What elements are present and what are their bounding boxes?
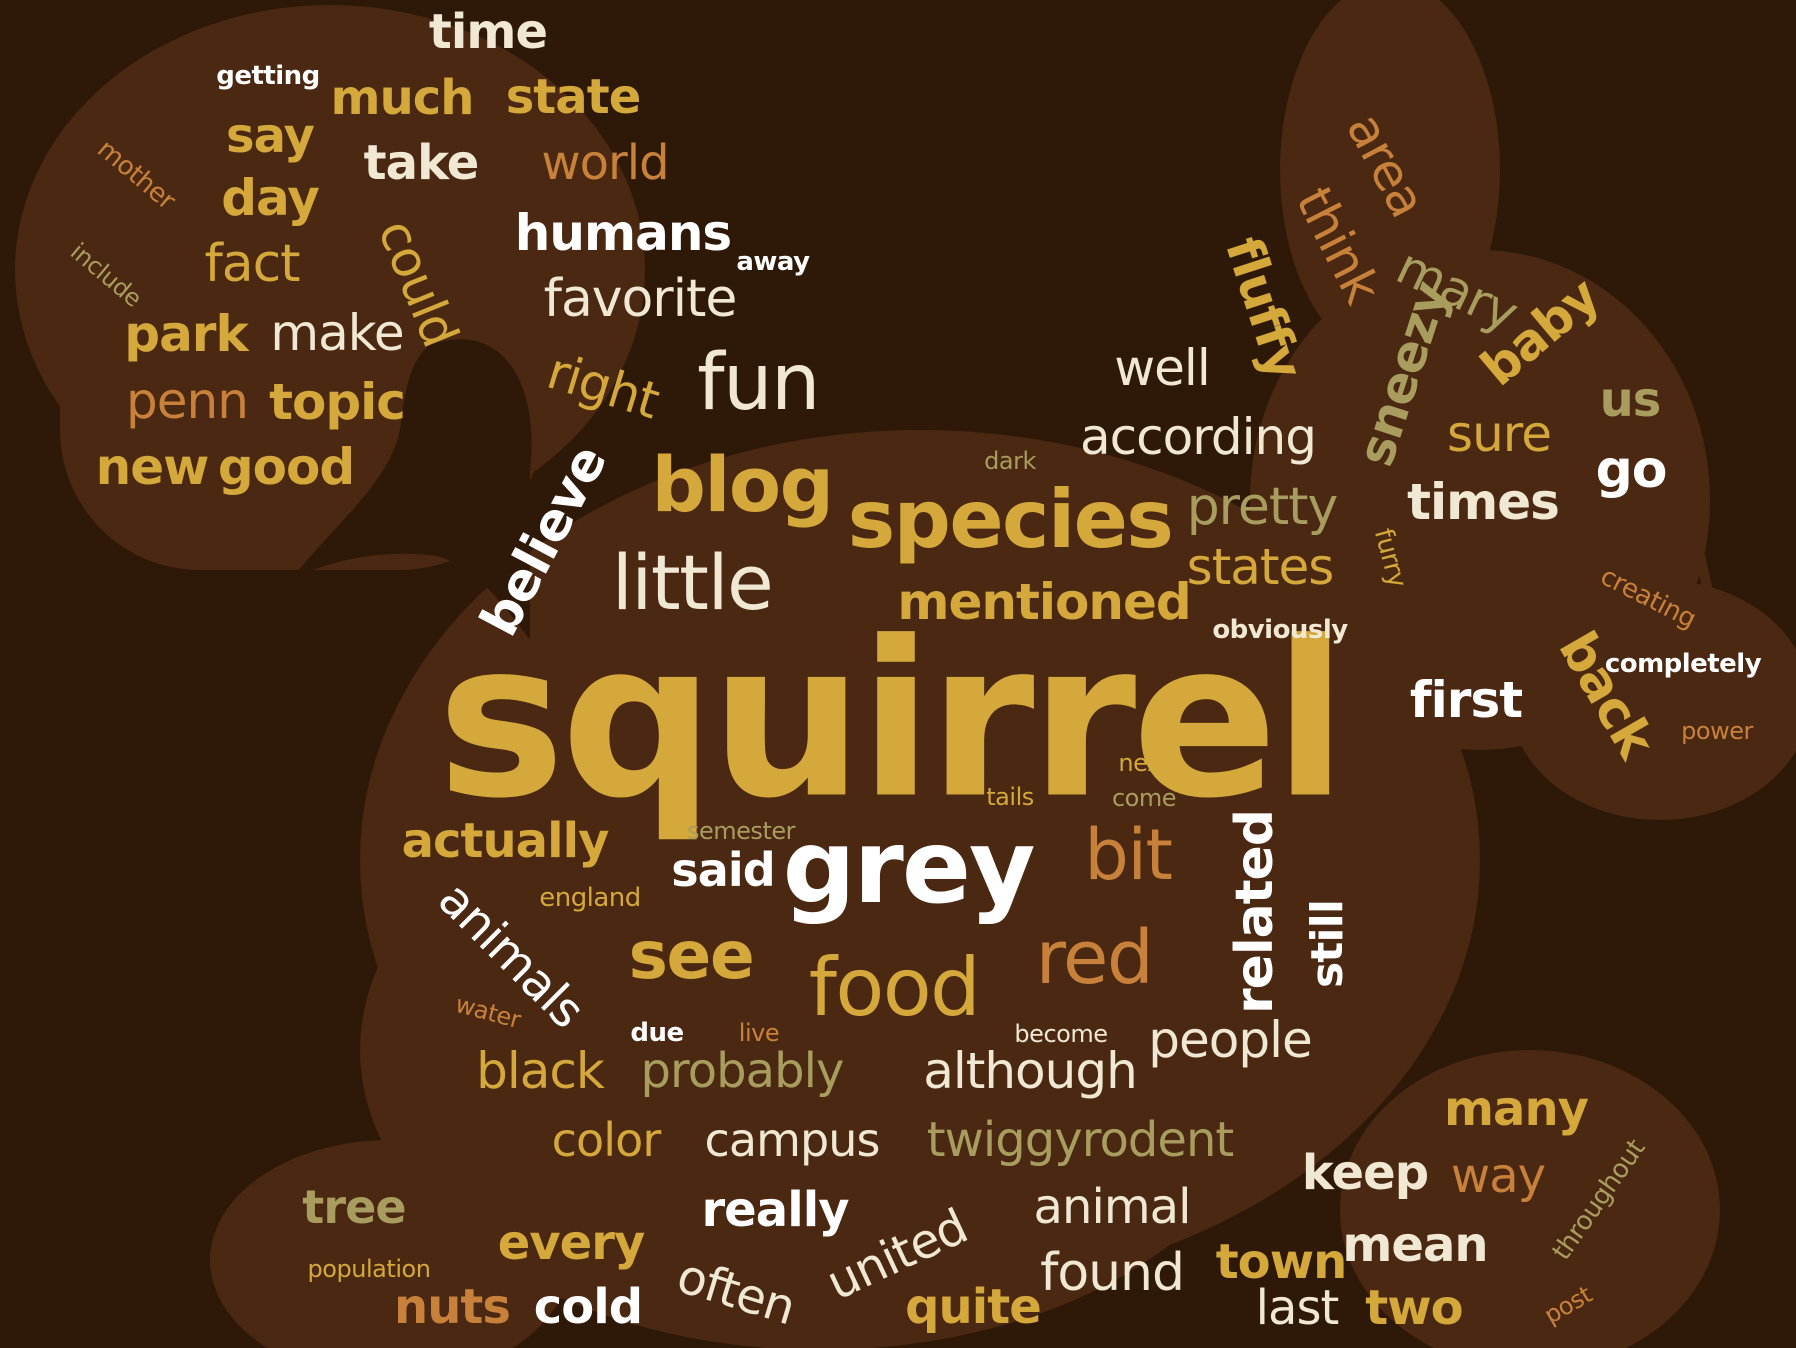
word-campus: campus bbox=[704, 1113, 880, 1167]
word-said: said bbox=[671, 843, 775, 897]
word-bit: bit bbox=[1084, 814, 1173, 896]
word-many: many bbox=[1443, 1081, 1589, 1137]
word-state: state bbox=[505, 69, 642, 125]
word-probably: probably bbox=[640, 1043, 845, 1099]
word-little: little bbox=[611, 538, 774, 627]
word-red: red bbox=[1035, 915, 1154, 1001]
word-cold: cold bbox=[533, 1279, 643, 1335]
word-black: black bbox=[476, 1042, 605, 1100]
word-day: day bbox=[221, 169, 320, 227]
word-due: due bbox=[630, 1018, 684, 1048]
word-related: related bbox=[1225, 810, 1285, 1014]
word-still: still bbox=[1302, 899, 1353, 989]
word-last: last bbox=[1255, 1280, 1340, 1336]
word-tails: tails bbox=[986, 783, 1034, 811]
word-mentioned: mentioned bbox=[897, 573, 1191, 631]
word-make: make bbox=[270, 304, 404, 362]
word-come: come bbox=[1111, 784, 1177, 812]
word-obviously: obviously bbox=[1212, 615, 1348, 645]
word-keep: keep bbox=[1301, 1145, 1429, 1201]
word-mean: mean bbox=[1342, 1217, 1488, 1273]
word-away: away bbox=[736, 247, 810, 277]
word-town: town bbox=[1215, 1234, 1348, 1290]
word-see: see bbox=[628, 917, 755, 994]
word-population: population bbox=[307, 1255, 431, 1283]
word-completely: completely bbox=[1604, 649, 1762, 679]
word-pretty: pretty bbox=[1186, 477, 1339, 537]
word-found: found bbox=[1040, 1243, 1185, 1303]
word-states: states bbox=[1186, 538, 1335, 596]
word-really: really bbox=[701, 1182, 849, 1238]
word-color: color bbox=[551, 1113, 662, 1167]
word-blog: blog bbox=[651, 440, 835, 529]
word-us: us bbox=[1599, 372, 1662, 428]
word-nuts: nuts bbox=[393, 1279, 511, 1335]
word-fun: fun bbox=[697, 338, 820, 428]
word-twiggyrodent: twiggyrodent bbox=[926, 1112, 1234, 1168]
word-animal: animal bbox=[1033, 1179, 1192, 1235]
word-every: every bbox=[497, 1215, 646, 1271]
word-actually: actually bbox=[401, 813, 610, 869]
word-much: much bbox=[330, 70, 475, 126]
word-according: according bbox=[1080, 408, 1317, 466]
word-way: way bbox=[1450, 1148, 1546, 1204]
word-new: new bbox=[95, 438, 210, 496]
word-penn: penn bbox=[126, 372, 249, 430]
word-humans: humans bbox=[514, 204, 732, 262]
word-sure: sure bbox=[1447, 405, 1552, 463]
word-time: time bbox=[428, 4, 548, 60]
word-topic: topic bbox=[269, 373, 406, 431]
word-well: well bbox=[1114, 339, 1210, 397]
word-next: next bbox=[1118, 749, 1170, 777]
word-go: go bbox=[1595, 440, 1668, 500]
word-quite: quite bbox=[905, 1279, 1042, 1335]
word-live: live bbox=[738, 1019, 780, 1047]
word-say: say bbox=[226, 108, 315, 164]
word-first: first bbox=[1409, 671, 1523, 729]
word-semester: semester bbox=[686, 817, 796, 845]
word-park: park bbox=[124, 305, 248, 363]
word-getting: getting bbox=[216, 61, 320, 91]
word-england: england bbox=[539, 883, 641, 913]
word-dark: dark bbox=[984, 447, 1036, 475]
word-tree: tree bbox=[302, 1180, 406, 1234]
word-world: world bbox=[541, 135, 669, 191]
word-times: times bbox=[1407, 473, 1560, 531]
word-become: become bbox=[1014, 1020, 1108, 1048]
word-food: food bbox=[808, 941, 981, 1034]
word-take: take bbox=[363, 135, 480, 191]
word-fact: fact bbox=[204, 234, 301, 294]
word-grey: grey bbox=[782, 808, 1036, 927]
word-good: good bbox=[217, 438, 355, 496]
word-two: two bbox=[1365, 1280, 1463, 1336]
word-favorite: favorite bbox=[543, 269, 738, 329]
word-power: power bbox=[1681, 717, 1753, 745]
word-squirrel: squirrel bbox=[437, 594, 1347, 846]
word-although: although bbox=[923, 1042, 1138, 1100]
word-species: species bbox=[847, 473, 1174, 566]
word-people: people bbox=[1148, 1011, 1312, 1069]
